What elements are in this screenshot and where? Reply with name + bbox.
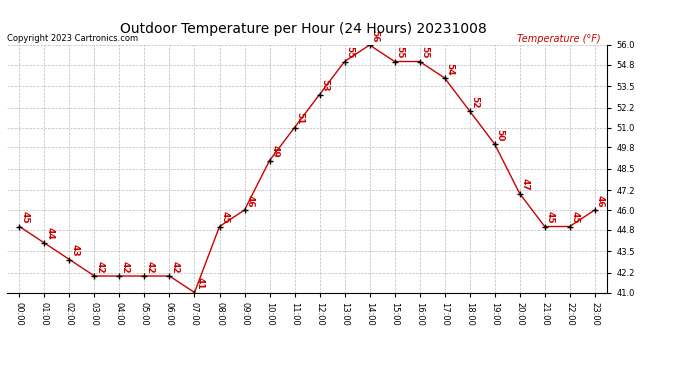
Text: 53: 53: [321, 79, 330, 92]
Text: 50: 50: [495, 129, 504, 141]
Text: 56: 56: [371, 30, 380, 42]
Text: 45: 45: [221, 211, 230, 224]
Text: 52: 52: [471, 96, 480, 108]
Text: 42: 42: [146, 261, 155, 273]
Text: 42: 42: [121, 261, 130, 273]
Text: 54: 54: [446, 63, 455, 75]
Text: 47: 47: [521, 178, 530, 191]
Text: Copyright 2023 Cartronics.com: Copyright 2023 Cartronics.com: [7, 34, 138, 43]
Text: 42: 42: [95, 261, 104, 273]
Text: 49: 49: [270, 145, 279, 158]
Text: 55: 55: [421, 46, 430, 59]
Text: 46: 46: [246, 195, 255, 207]
Text: 46: 46: [595, 195, 604, 207]
Text: 41: 41: [195, 277, 204, 290]
Text: 55: 55: [346, 46, 355, 59]
Text: Temperature (°F): Temperature (°F): [517, 34, 600, 44]
Text: 43: 43: [70, 244, 79, 257]
Text: 51: 51: [295, 112, 304, 125]
Text: 45: 45: [21, 211, 30, 224]
Text: 45: 45: [571, 211, 580, 224]
Text: Outdoor Temperature per Hour (24 Hours) 20231008: Outdoor Temperature per Hour (24 Hours) …: [120, 22, 487, 36]
Text: 55: 55: [395, 46, 404, 59]
Text: 42: 42: [170, 261, 179, 273]
Text: 45: 45: [546, 211, 555, 224]
Text: 44: 44: [46, 228, 55, 240]
